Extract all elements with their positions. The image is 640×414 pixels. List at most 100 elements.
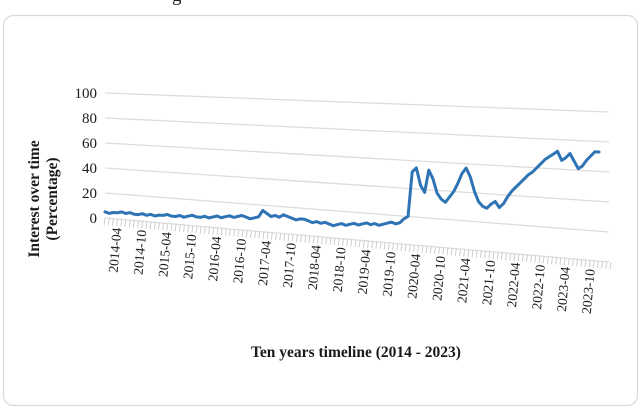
x-tick-label: 2015-04 bbox=[155, 231, 174, 277]
y-tick-label: 100 bbox=[75, 86, 98, 102]
tick-mark bbox=[266, 232, 269, 240]
tick-mark bbox=[597, 261, 599, 269]
tick-mark bbox=[216, 227, 219, 235]
x-tick-label: 2019-10 bbox=[380, 251, 399, 297]
gridline-y-20 bbox=[104, 192, 610, 233]
tick-mark bbox=[329, 237, 332, 245]
tick-mark bbox=[555, 257, 558, 265]
tick-mark bbox=[546, 256, 549, 264]
gridline-y-60 bbox=[104, 142, 610, 173]
x-tick-label: 2022-04 bbox=[504, 262, 523, 308]
tick-mark bbox=[166, 223, 169, 231]
tick-mark bbox=[291, 234, 294, 242]
y-tick-label: 0 bbox=[90, 211, 98, 227]
x-tick-label: 2018-10 bbox=[330, 246, 349, 292]
tick-mark bbox=[479, 250, 482, 258]
tick-mark bbox=[375, 241, 378, 249]
tick-mark bbox=[609, 262, 612, 270]
tick-mark bbox=[358, 240, 361, 248]
tick-mark bbox=[367, 240, 369, 249]
interest-trend-line bbox=[103, 149, 601, 228]
tick-mark bbox=[471, 250, 474, 258]
tick-mark bbox=[392, 243, 395, 251]
tick-mark bbox=[157, 222, 160, 230]
tick-mark bbox=[500, 252, 503, 260]
tick-mark bbox=[312, 236, 315, 244]
tick-mark bbox=[137, 220, 139, 228]
tick-mark bbox=[446, 247, 449, 256]
tick-mark bbox=[258, 231, 261, 239]
tick-mark bbox=[496, 252, 499, 260]
x-tick-label: 2017-10 bbox=[280, 242, 299, 288]
tick-mark bbox=[308, 235, 311, 243]
tick-mark bbox=[534, 255, 537, 263]
tick-mark bbox=[187, 225, 190, 233]
tick-mark bbox=[128, 220, 131, 228]
tick-mark bbox=[417, 245, 420, 253]
tick-mark bbox=[124, 219, 127, 227]
tick-mark bbox=[425, 246, 428, 254]
x-tick-label: 2021-04 bbox=[454, 257, 473, 303]
tick-mark bbox=[371, 241, 374, 249]
tick-mark bbox=[212, 227, 215, 235]
tick-mark bbox=[279, 233, 282, 241]
tick-mark bbox=[592, 260, 595, 268]
tick-mark bbox=[141, 221, 144, 229]
tick-mark bbox=[601, 261, 604, 269]
tick-mark bbox=[396, 243, 399, 251]
tick-mark bbox=[559, 257, 562, 265]
x-tick-label: 2019-04 bbox=[355, 249, 374, 295]
tick-mark bbox=[488, 251, 491, 259]
tick-mark bbox=[229, 228, 231, 237]
tick-mark bbox=[304, 235, 307, 243]
tick-mark bbox=[442, 247, 445, 255]
tick-mark bbox=[237, 229, 240, 237]
tick-mark bbox=[208, 227, 211, 235]
tick-mark bbox=[521, 254, 524, 262]
gridline-y-100 bbox=[104, 92, 610, 113]
tick-mark bbox=[413, 244, 415, 253]
gridline-y-40 bbox=[104, 167, 610, 203]
y-tick-label: 40 bbox=[82, 161, 97, 177]
tick-mark bbox=[408, 244, 411, 252]
tick-mark bbox=[145, 221, 148, 229]
tick-mark bbox=[132, 220, 135, 228]
chart-frame bbox=[2, 14, 639, 407]
y-tick-label: 60 bbox=[82, 136, 97, 152]
x-tick-label: 2015-10 bbox=[180, 233, 199, 279]
y-tick-label: 80 bbox=[82, 111, 97, 127]
tick-mark bbox=[538, 255, 541, 264]
tick-mark bbox=[300, 235, 303, 243]
tick-mark bbox=[249, 230, 252, 238]
tick-mark bbox=[421, 245, 424, 253]
tick-mark bbox=[588, 260, 591, 268]
tick-mark bbox=[174, 224, 177, 232]
y-axis-title-line2: (Percentage) bbox=[44, 157, 61, 240]
tick-mark bbox=[379, 242, 382, 250]
tick-mark bbox=[241, 229, 244, 238]
tick-mark bbox=[153, 222, 156, 230]
tick-mark bbox=[513, 253, 516, 261]
tick-mark bbox=[316, 236, 319, 244]
tick-mark bbox=[162, 223, 165, 231]
gridline-y-80 bbox=[104, 117, 610, 143]
tick-mark bbox=[400, 243, 403, 251]
tick-mark bbox=[404, 244, 407, 252]
tick-mark bbox=[580, 259, 583, 267]
tick-mark bbox=[254, 231, 257, 239]
cropped-caption-text: g bbox=[172, 0, 182, 7]
tick-mark bbox=[321, 236, 323, 245]
y-tick-label: 20 bbox=[82, 186, 97, 202]
tick-mark bbox=[463, 249, 466, 257]
tick-mark bbox=[362, 240, 365, 248]
tick-mark bbox=[224, 228, 227, 236]
tick-mark bbox=[262, 231, 265, 239]
tick-mark bbox=[275, 232, 277, 241]
tick-mark bbox=[551, 256, 553, 265]
tick-mark bbox=[563, 258, 566, 266]
tick-mark bbox=[354, 239, 357, 247]
tick-mark bbox=[517, 254, 520, 262]
tick-mark bbox=[584, 259, 587, 268]
